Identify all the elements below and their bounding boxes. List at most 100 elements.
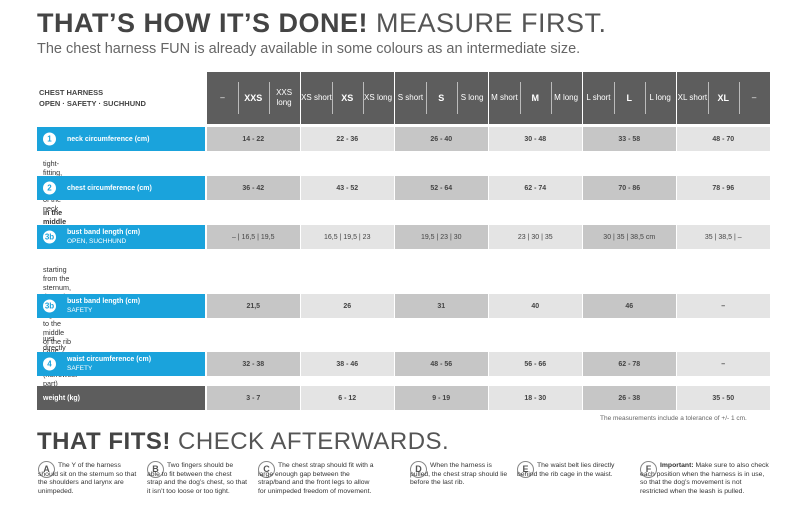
size-label: M bbox=[531, 93, 539, 103]
heading-that-fits: THAT FITS! CHECK AFTERWARDS. bbox=[37, 428, 450, 455]
table-cell: 46 bbox=[583, 294, 676, 318]
step-text: The Y of the harness should sit on the s… bbox=[38, 462, 137, 495]
table-cell: 19,5 | 23 | 30 bbox=[395, 225, 488, 249]
table-cell: 16,5 | 19,5 | 23 bbox=[301, 225, 394, 249]
size-label: L short bbox=[586, 93, 611, 102]
size-divider bbox=[707, 82, 709, 114]
table-cell: 78 - 96 bbox=[677, 176, 770, 200]
table-cell: 36 - 42 bbox=[207, 176, 300, 200]
size-divider bbox=[268, 82, 270, 114]
table-cell: 48 - 56 bbox=[395, 352, 488, 376]
table-cell: – | 16,5 | 19,5 bbox=[207, 225, 300, 249]
size-group-header: S short S S long bbox=[395, 72, 488, 124]
row-label-text: bust band length (cm) bbox=[67, 229, 141, 236]
table-label-line2: OPEN · SAFETY · SUCHHUND bbox=[39, 99, 146, 108]
step-text: The waist belt lies directly behind the … bbox=[517, 462, 615, 478]
row-number-badge: 3b bbox=[43, 230, 56, 244]
step-letter-badge: B bbox=[147, 461, 164, 478]
table-cell: 26 bbox=[301, 294, 394, 318]
size-group-header: XS short XS XS long bbox=[301, 72, 394, 124]
subheading: The chest harness FUN is already availab… bbox=[37, 41, 581, 57]
table-label-line1: CHEST HARNESS bbox=[39, 88, 104, 97]
size-group-header: L short L L long bbox=[583, 72, 676, 124]
table-label: CHEST HARNESS OPEN · SAFETY · SUCHHUND bbox=[37, 72, 205, 124]
step-text: The chest strap should fit with a large … bbox=[258, 462, 374, 495]
table-cell: 35 | 38,5 | – bbox=[677, 225, 770, 249]
table-cell: 30 - 48 bbox=[489, 127, 582, 151]
table-cell: 26 - 40 bbox=[395, 127, 488, 151]
table-cell: 6 - 12 bbox=[301, 386, 394, 410]
size-divider bbox=[237, 82, 239, 114]
table-cell: 40 bbox=[489, 294, 582, 318]
table-cell: 14 - 22 bbox=[207, 127, 300, 151]
table-cell: 22 - 36 bbox=[301, 127, 394, 151]
size-label: XL short bbox=[677, 93, 708, 102]
size-divider bbox=[613, 82, 615, 114]
size-label: S long bbox=[460, 93, 484, 102]
heading-measure-first: THAT’S HOW IT’S DONE! MEASURE FIRST. bbox=[37, 8, 607, 38]
table-cell: 38 - 46 bbox=[301, 352, 394, 376]
size-group-header: M short M M long bbox=[489, 72, 582, 124]
row-number-badge: 2 bbox=[43, 181, 56, 195]
tolerance-note: The measurements include a tolerance of … bbox=[600, 415, 747, 422]
size-divider bbox=[550, 82, 552, 114]
row-label: 3b bust band length (cm) OPEN, SUCHHUND bbox=[37, 225, 205, 249]
size-label: XXS bbox=[244, 93, 263, 103]
table-cell: 33 - 58 bbox=[583, 127, 676, 151]
size-divider bbox=[331, 82, 333, 114]
size-divider bbox=[456, 82, 458, 114]
size-label: XS bbox=[341, 93, 354, 103]
row-label-text: neck circumference (cm) bbox=[67, 135, 150, 143]
size-divider bbox=[519, 82, 521, 114]
size-divider bbox=[738, 82, 740, 114]
table-cell: 62 - 78 bbox=[583, 352, 676, 376]
step-letter-badge: F bbox=[640, 461, 657, 478]
size-label: XS long bbox=[364, 93, 393, 102]
size-label: S bbox=[438, 93, 445, 103]
size-label: L bbox=[626, 93, 632, 103]
table-cell: 62 - 74 bbox=[489, 176, 582, 200]
size-label: XS short bbox=[301, 93, 332, 102]
size-label: – bbox=[751, 93, 757, 102]
table-cell: 18 - 30 bbox=[489, 386, 582, 410]
table-cell: – bbox=[677, 352, 770, 376]
table-cell: 30 | 35 | 38,5 cm bbox=[583, 225, 676, 249]
step-text: Two fingers should be able to fit betwee… bbox=[147, 462, 248, 495]
size-label: XL bbox=[717, 93, 729, 103]
row-number-badge: 1 bbox=[43, 132, 56, 146]
table-cell: 48 - 70 bbox=[677, 127, 770, 151]
row-label-text: waist circumference (cm) bbox=[67, 356, 152, 363]
size-label: M short bbox=[491, 93, 518, 102]
row-label: 2 chest circumference (cm) bbox=[37, 176, 205, 200]
table-cell: 23 | 30 | 35 bbox=[489, 225, 582, 249]
step-text: Important: Make sure to also check each … bbox=[640, 462, 769, 495]
size-group-header: XL short XL – bbox=[677, 72, 770, 124]
size-divider bbox=[425, 82, 427, 114]
table-cell: 32 - 38 bbox=[207, 352, 300, 376]
step-letter-badge: D bbox=[410, 461, 427, 478]
row-label-text: bust band length (cm) bbox=[67, 298, 141, 305]
step-letter-badge: E bbox=[517, 461, 534, 478]
row-note-line: starting from the sternum, bbox=[43, 265, 71, 292]
row-label-sub: SAFETY bbox=[67, 307, 93, 314]
size-label: – bbox=[220, 93, 225, 102]
row-label-text: weight (kg) bbox=[43, 394, 80, 402]
table-cell: 35 - 50 bbox=[677, 386, 770, 410]
step-letter-badge: C bbox=[258, 461, 275, 478]
table-cell: 21,5 bbox=[207, 294, 300, 318]
row-label: 1 neck circumference (cm) bbox=[37, 127, 205, 151]
row-label-sub: OPEN, SUCHHUND bbox=[67, 238, 127, 245]
size-divider bbox=[362, 82, 364, 114]
size-label: XXS long bbox=[276, 88, 293, 107]
table-cell: 43 - 52 bbox=[301, 176, 394, 200]
table-cell: 56 - 66 bbox=[489, 352, 582, 376]
size-label: L long bbox=[649, 93, 671, 102]
row-note-line: to the middle of the rib cage bbox=[43, 319, 71, 355]
row-label-sub: SAFETY bbox=[67, 365, 93, 372]
table-cell: 9 - 19 bbox=[395, 386, 488, 410]
row-label-text: chest circumference (cm) bbox=[67, 184, 152, 192]
size-divider bbox=[644, 82, 646, 114]
row-label: 3b bust band length (cm) SAFETY bbox=[37, 294, 205, 318]
row-number-badge: 3b bbox=[43, 299, 56, 313]
table-cell: – bbox=[677, 294, 770, 318]
